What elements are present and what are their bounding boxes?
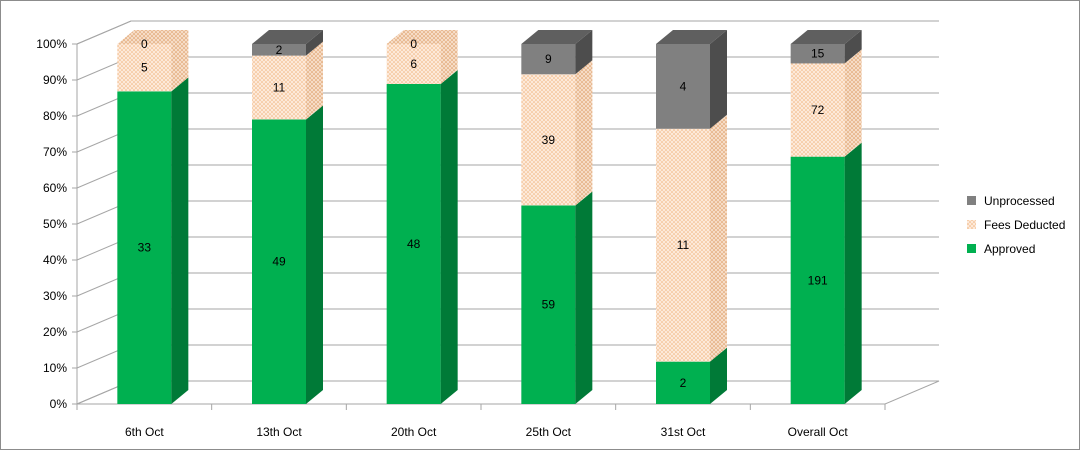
bar-25th-oct-unprocessed bbox=[521, 44, 576, 75]
bar-6th-oct-fees-deducted-side bbox=[171, 30, 189, 92]
legend-label-approved: Approved bbox=[984, 242, 1035, 256]
bar-20th-oct-approved bbox=[386, 84, 441, 404]
bar-31st-oct-fees-deducted bbox=[656, 128, 710, 362]
x-tick-label-6th-oct: 6th Oct bbox=[125, 425, 164, 439]
bar-13th-oct-unprocessed bbox=[252, 44, 306, 56]
gridline-100 bbox=[76, 20, 939, 45]
y-tick-label-0: 0% bbox=[50, 397, 68, 411]
data-label-13th-oct-fees-deducted: 11 bbox=[273, 81, 286, 95]
bar-31st-oct-fees-deducted-side bbox=[710, 114, 727, 362]
data-label-31st-oct-approved: 2 bbox=[680, 376, 687, 390]
y-tick-label-30: 30% bbox=[43, 289, 67, 303]
data-label-13th-oct-unprocessed: 2 bbox=[276, 43, 283, 57]
data-label-6th-oct-approved: 33 bbox=[138, 241, 152, 255]
bar-20th-oct-fees-deducted bbox=[386, 44, 441, 84]
bar-group-13th-oct bbox=[252, 30, 323, 404]
y-tick-label-90: 90% bbox=[43, 73, 67, 87]
data-label-13th-oct-approved: 49 bbox=[272, 255, 286, 269]
bar-group-6th-oct bbox=[117, 30, 189, 405]
data-label-20th-oct-fees-deducted: 6 bbox=[410, 57, 417, 71]
bar-top-25th-oct bbox=[521, 30, 593, 44]
data-label-25th-oct-approved: 59 bbox=[542, 298, 556, 312]
bar-group-20th-oct bbox=[386, 30, 458, 404]
bar-6th-oct-fees-deducted bbox=[117, 44, 172, 92]
data-label-overall-oct-unprocessed: 15 bbox=[811, 47, 825, 61]
x-tick-label-31st-oct: 31st Oct bbox=[661, 425, 706, 439]
y-tick-label-20: 20% bbox=[43, 325, 67, 339]
x-tick-label-25th-oct: 25th Oct bbox=[526, 425, 572, 439]
bar-6th-oct-approved-side bbox=[171, 77, 189, 405]
data-label-overall-oct-approved: 191 bbox=[808, 273, 828, 287]
data-label-31st-oct-unprocessed: 4 bbox=[680, 79, 687, 93]
bar-20th-oct-fees-deducted-side bbox=[440, 30, 458, 84]
data-label-31st-oct-fees-deducted: 11 bbox=[677, 238, 690, 252]
bar-overall-oct-unprocessed bbox=[790, 44, 845, 64]
bar-31st-oct-approved-side bbox=[710, 347, 727, 404]
y-tick-label-50: 50% bbox=[43, 217, 67, 231]
bar-overall-oct-unprocessed-side bbox=[844, 30, 862, 64]
bar-overall-oct-approved-side bbox=[844, 142, 862, 404]
bar-25th-oct-fees-deducted-side bbox=[575, 60, 593, 206]
data-label-6th-oct-unprocessed: 0 bbox=[141, 37, 148, 51]
legend-swatch-fees-deducted bbox=[967, 220, 976, 229]
x-tick-label-13th-oct: 13th Oct bbox=[256, 425, 302, 439]
bar-13th-oct-unprocessed-side bbox=[306, 30, 323, 56]
bar-group-31st-oct bbox=[656, 30, 727, 404]
y-tick-label-70: 70% bbox=[43, 145, 67, 159]
legend-swatch-approved bbox=[967, 244, 976, 253]
bar-group-25th-oct bbox=[521, 30, 593, 404]
data-label-25th-oct-fees-deducted: 39 bbox=[542, 133, 556, 147]
data-label-6th-oct-fees-deducted: 5 bbox=[141, 61, 148, 75]
x-tick-label-20th-oct: 20th Oct bbox=[391, 425, 437, 439]
data-label-overall-oct-fees-deducted: 72 bbox=[811, 103, 825, 117]
data-label-25th-oct-unprocessed: 9 bbox=[545, 52, 552, 66]
bar-25th-oct-unprocessed-side bbox=[575, 30, 593, 75]
bar-25th-oct-approved bbox=[521, 205, 576, 404]
bar-25th-oct-fees-deducted bbox=[521, 74, 576, 206]
bar-13th-oct-approved bbox=[252, 119, 306, 404]
y-tick-label-40: 40% bbox=[43, 253, 67, 267]
bar-31st-oct-unprocessed-side bbox=[710, 30, 727, 129]
y-tick-label-80: 80% bbox=[43, 109, 67, 123]
x-tick-label-overall-oct: Overall Oct bbox=[788, 425, 849, 439]
y-tick-label-10: 10% bbox=[43, 361, 67, 375]
legend-label-unprocessed: Unprocessed bbox=[984, 194, 1055, 208]
legend-swatch-unprocessed bbox=[967, 196, 976, 205]
bar-13th-oct-approved-side bbox=[306, 105, 323, 404]
bar-13th-oct-fees-deducted-side bbox=[306, 41, 323, 120]
bar-31st-oct-approved bbox=[656, 361, 710, 404]
bar-top-31st-oct bbox=[656, 30, 727, 44]
bar-20th-oct-approved-side bbox=[440, 70, 458, 404]
bar-top-6th-oct bbox=[117, 30, 189, 44]
data-label-20th-oct-unprocessed: 0 bbox=[410, 37, 417, 51]
bar-6th-oct-approved bbox=[117, 91, 172, 405]
bar-top-20th-oct bbox=[386, 30, 458, 44]
bar-group-overall-oct bbox=[790, 30, 862, 404]
y-tick-label-100: 100% bbox=[36, 37, 67, 51]
bar-top-13th-oct bbox=[252, 30, 323, 44]
bar-13th-oct-fees-deducted bbox=[252, 55, 306, 120]
bar-25th-oct-approved-side bbox=[575, 191, 593, 404]
bar-overall-oct-fees-deducted bbox=[790, 63, 845, 157]
bar-overall-oct-fees-deducted-side bbox=[844, 49, 862, 157]
data-label-20th-oct-approved: 48 bbox=[407, 237, 421, 251]
bar-31st-oct-unprocessed bbox=[656, 44, 710, 129]
y-tick-label-60: 60% bbox=[43, 181, 67, 195]
bar-overall-oct-approved bbox=[790, 156, 845, 404]
legend-label-fees-deducted: Fees Deducted bbox=[984, 218, 1065, 232]
bar-top-overall-oct bbox=[790, 30, 862, 44]
